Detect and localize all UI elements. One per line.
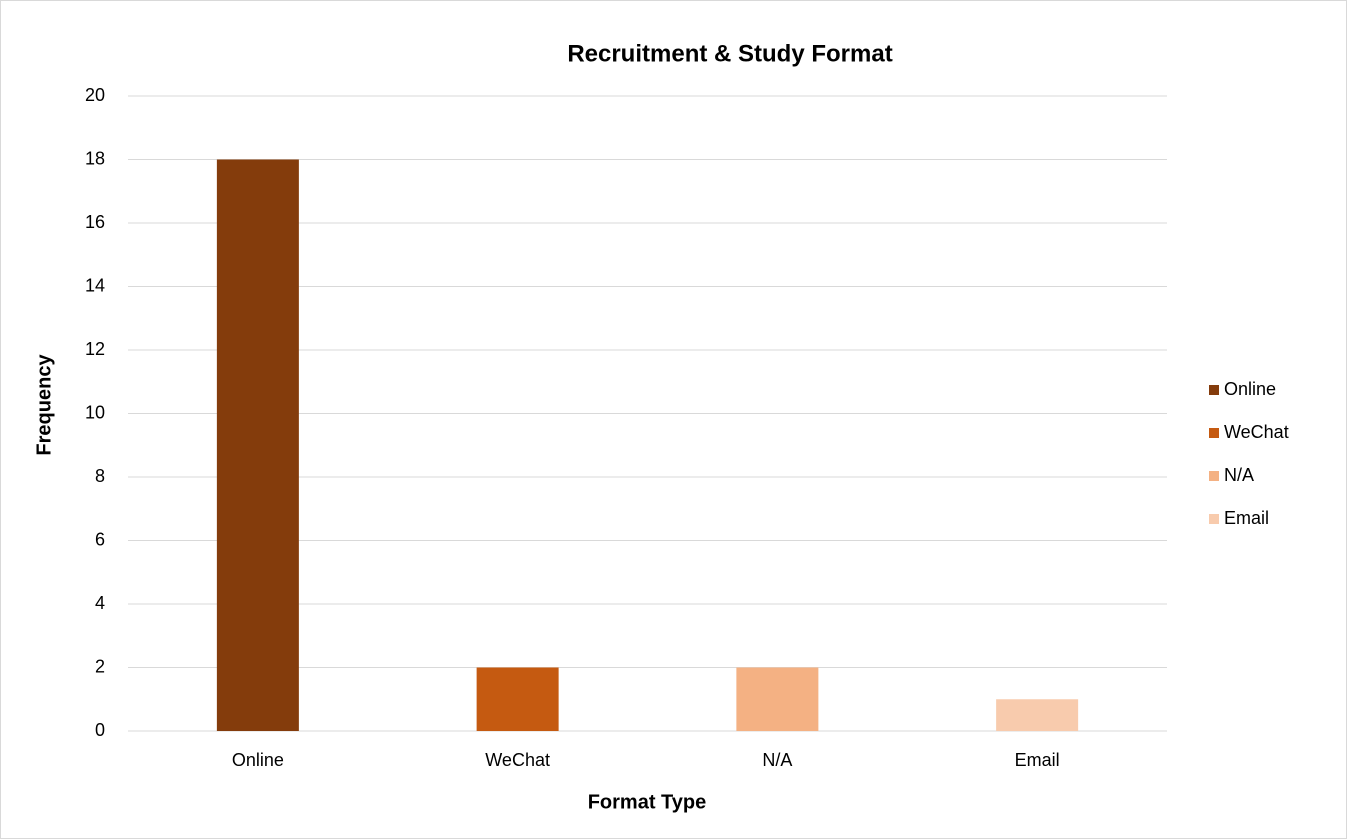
y-tick-label: 10 [85, 402, 105, 422]
y-tick-label: 0 [95, 720, 105, 740]
legend-label: Online [1224, 379, 1276, 399]
y-tick-label: 6 [95, 529, 105, 549]
y-tick-label: 18 [85, 148, 105, 168]
bar [216, 159, 299, 731]
legend-swatch [1209, 471, 1219, 481]
legend-swatch [1209, 385, 1219, 395]
y-axis-label: Frequency [33, 354, 55, 456]
x-tick-label: Online [232, 750, 284, 770]
y-tick-label: 2 [95, 656, 105, 676]
chart-title: Recruitment & Study Format [567, 40, 892, 67]
y-tick-label: 8 [95, 466, 105, 486]
y-tick-label: 12 [85, 339, 105, 359]
legend-swatch [1209, 428, 1219, 438]
y-tick-label: 4 [95, 593, 105, 613]
x-tick-label: N/A [762, 750, 792, 770]
legend-swatch [1209, 514, 1219, 524]
bar [996, 699, 1079, 731]
x-tick-label: WeChat [485, 750, 550, 770]
legend-label: N/A [1224, 465, 1254, 485]
legend-label: Email [1224, 508, 1269, 528]
x-axis-label: Format Type [588, 791, 707, 813]
bar [736, 667, 819, 731]
x-tick-label: Email [1015, 750, 1060, 770]
y-tick-label: 16 [85, 212, 105, 232]
bar [476, 667, 559, 731]
y-tick-label: 14 [85, 275, 105, 295]
legend-label: WeChat [1224, 422, 1289, 442]
y-tick-label: 20 [85, 85, 105, 105]
